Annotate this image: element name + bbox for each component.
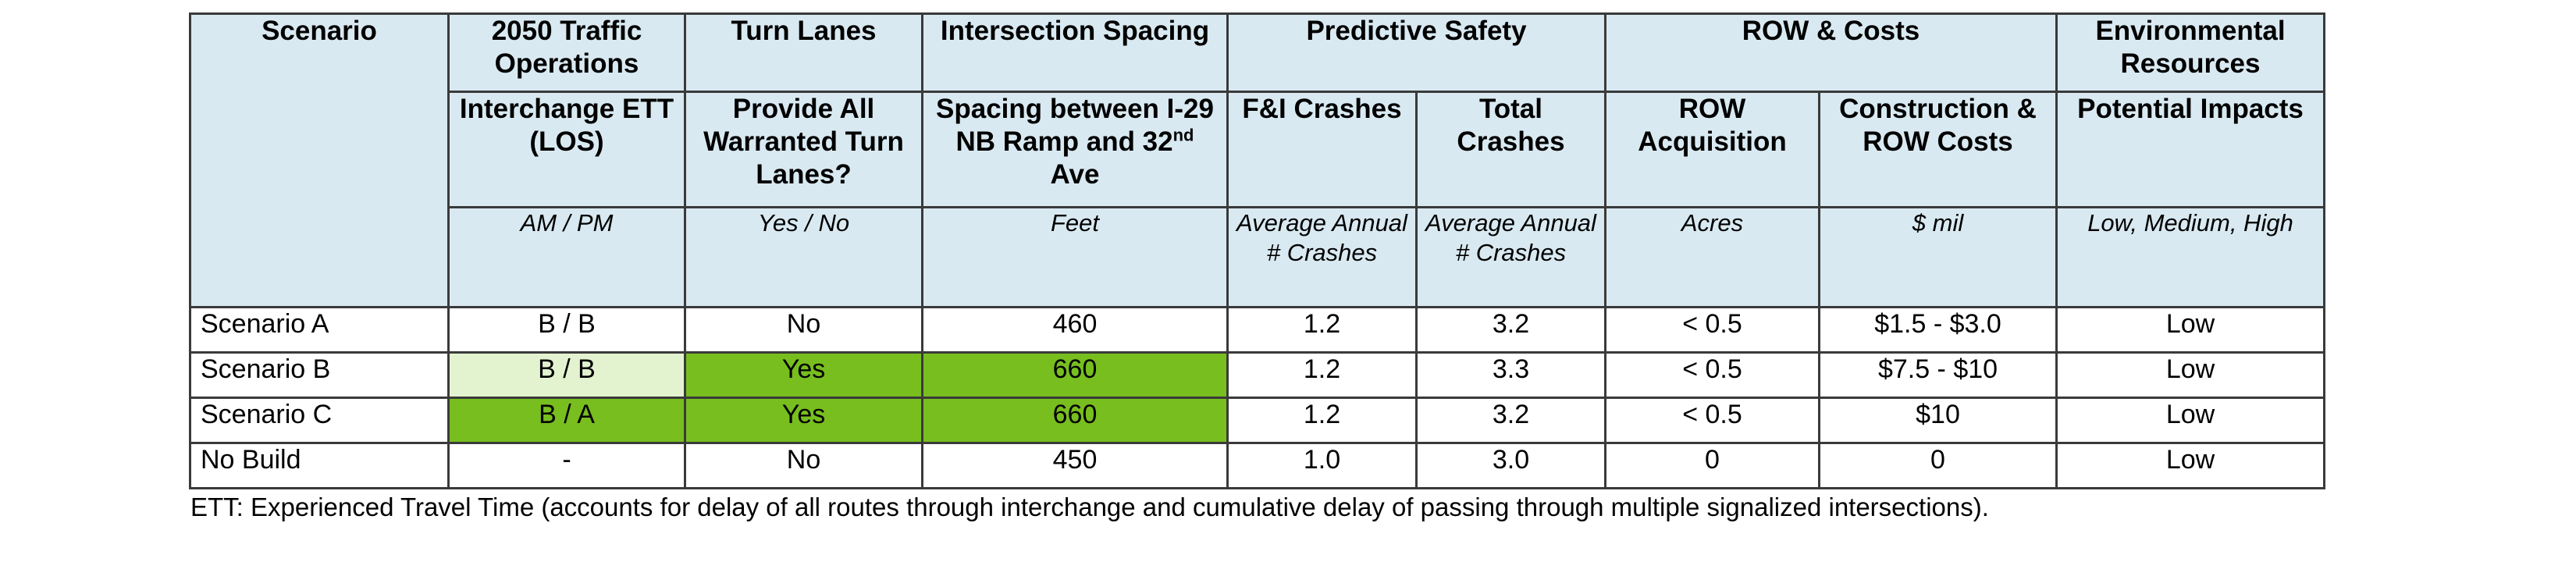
- row-turn-lanes-cell: Yes: [684, 351, 923, 399]
- footnote: ETT: Experienced Travel Time (accounts f…: [190, 493, 1989, 521]
- row-turn-lanes-cell: No: [684, 306, 923, 354]
- row-cost-cell: $1.5 - $3.0: [1818, 306, 2058, 354]
- metric-fi-crashes: F&I Crashes: [1226, 91, 1418, 208]
- scenario-comparison-table: Scenario 2050 Traffic Operations Turn La…: [189, 12, 2325, 489]
- row-impacts-cell: Low: [2055, 306, 2325, 354]
- row-ett-cell: B / B: [447, 351, 686, 399]
- header-environmental-resources: Environmental Resources: [2055, 12, 2325, 93]
- unit-row: AM / PM Yes / No Feet Average Annual # C…: [190, 206, 2325, 308]
- row-total-cell: 3.2: [1415, 397, 1606, 444]
- row-spacing-cell: 660: [921, 397, 1229, 444]
- row-total-cell: 3.3: [1415, 351, 1606, 399]
- row-spacing-cell: 450: [921, 442, 1229, 489]
- row-scenario-cell: Scenario B: [189, 351, 450, 399]
- row-turn-lanes-cell: No: [684, 442, 923, 489]
- scenario-comparison-table-wrapper: Scenario 2050 Traffic Operations Turn La…: [189, 12, 2325, 489]
- metric-spacing-text: Spacing between I-29 NB Ramp and 32: [936, 94, 1214, 158]
- row-spacing-cell: 460: [921, 306, 1229, 354]
- row-cost-cell: 0: [1818, 442, 2058, 489]
- unit-impacts: Low, Medium, High: [2055, 206, 2325, 308]
- row-acquisition-cell: < 0.5: [1604, 397, 1820, 444]
- header-turn-lanes: Turn Lanes: [684, 12, 923, 93]
- row-scenario-cell: Scenario A: [189, 306, 450, 354]
- row-impacts-cell: Low: [2055, 442, 2325, 489]
- row-ett-cell: -: [447, 442, 686, 489]
- metric-interchange-ett: Interchange ETT (LOS): [447, 91, 686, 208]
- row-ett-cell: B / A: [447, 397, 686, 444]
- unit-spacing: Feet: [921, 206, 1229, 308]
- row-acquisition-cell: < 0.5: [1604, 351, 1820, 399]
- row-turn-lanes-cell: Yes: [684, 397, 923, 444]
- row-ett-cell: B / B: [447, 306, 686, 354]
- metric-spacing-suffix: Ave: [1050, 159, 1100, 190]
- unit-total-crashes: Average Annual # Crashes: [1415, 206, 1606, 308]
- header-intersection-spacing: Intersection Spacing: [921, 12, 1229, 93]
- row-spacing-cell: 660: [921, 351, 1229, 399]
- table-row: Scenario A B / B No 460 1.2 3.2 < 0.5 $1…: [189, 306, 2325, 354]
- metric-spacing: Spacing between I-29 NB Ramp and 32nd Av…: [921, 91, 1229, 208]
- metric-turn-lanes: Provide All Warranted Turn Lanes?: [684, 91, 923, 208]
- metric-total-crashes: Total Crashes: [1415, 91, 1606, 208]
- row-cost-cell: $7.5 - $10: [1818, 351, 2058, 399]
- table-row: No Build - No 450 1.0 3.0 0 0 Low: [189, 442, 2325, 489]
- unit-interchange: AM / PM: [447, 206, 686, 308]
- unit-costs: $ mil: [1818, 206, 2058, 308]
- metric-potential-impacts: Potential Impacts: [2055, 91, 2325, 208]
- row-scenario-cell: No Build: [189, 442, 450, 489]
- row-acquisition-cell: 0: [1604, 442, 1820, 489]
- row-impacts-cell: Low: [2055, 397, 2325, 444]
- header-predictive-safety: Predictive Safety: [1226, 12, 1606, 93]
- row-total-cell: 3.0: [1415, 442, 1606, 489]
- unit-fi-crashes: Average Annual # Crashes: [1226, 206, 1418, 308]
- metric-spacing-superscript: nd: [1172, 125, 1194, 145]
- metric-construction-costs: Construction & ROW Costs: [1818, 91, 2058, 208]
- row-fi-cell: 1.2: [1226, 397, 1418, 444]
- row-fi-cell: 1.2: [1226, 306, 1418, 354]
- row-impacts-cell: Low: [2055, 351, 2325, 399]
- row-acquisition-cell: < 0.5: [1604, 306, 1820, 354]
- header-scenario: Scenario: [189, 12, 450, 308]
- row-total-cell: 3.2: [1415, 306, 1606, 354]
- header-row-costs: ROW & Costs: [1604, 12, 2058, 93]
- group-header-row: Scenario 2050 Traffic Operations Turn La…: [189, 12, 2325, 308]
- metric-header-row: Interchange ETT (LOS) Provide All Warran…: [190, 91, 2325, 208]
- row-scenario-cell: Scenario C: [189, 397, 450, 444]
- header-traffic-operations: 2050 Traffic Operations: [447, 12, 686, 93]
- row-cost-cell: $10: [1818, 397, 2058, 444]
- metric-row-acquisition: ROW Acquisition: [1604, 91, 1820, 208]
- row-fi-cell: 1.2: [1226, 351, 1418, 399]
- unit-turn-lanes: Yes / No: [684, 206, 923, 308]
- table-row: Scenario B B / B Yes 660 1.2 3.3 < 0.5 $…: [189, 351, 2325, 399]
- unit-row-acquisition: Acres: [1604, 206, 1820, 308]
- row-fi-cell: 1.0: [1226, 442, 1418, 489]
- table-row: Scenario C B / A Yes 660 1.2 3.2 < 0.5 $…: [189, 397, 2325, 444]
